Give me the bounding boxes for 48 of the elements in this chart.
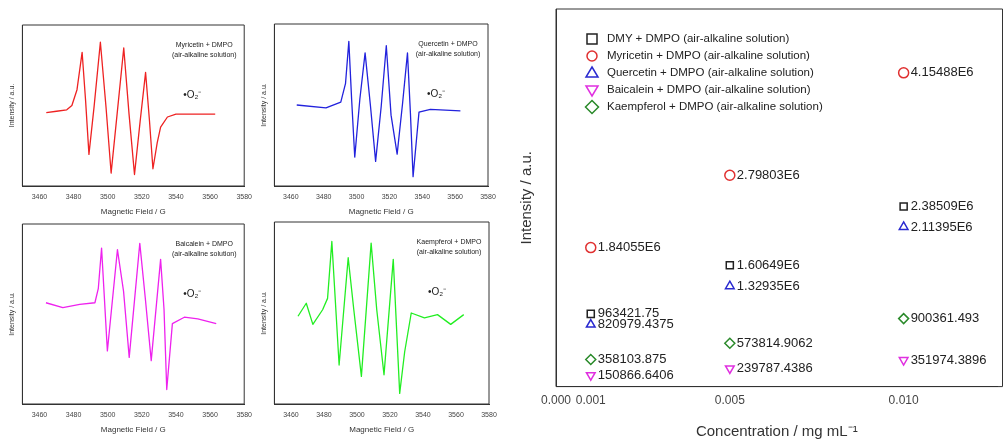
x-tick-label: 0.000 xyxy=(540,393,572,408)
point xyxy=(586,309,596,319)
data-label: 2.11395E6 xyxy=(910,218,973,234)
x-axis-title: Magnetic Field / G xyxy=(349,425,415,435)
legend-label: Myricetin + DMPO (air-alkaline solution) xyxy=(607,49,811,62)
point xyxy=(725,260,735,270)
legend-label: Quercetin + DMPO (air-alkaline solution) xyxy=(607,66,814,79)
data-label: 573814.9062 xyxy=(736,334,813,350)
point xyxy=(724,169,736,182)
x-tick-label: 0.010 xyxy=(888,393,919,408)
legend-label: DMY + DMPO (air-alkaline solution) xyxy=(607,32,790,45)
data-label: 351974.3896 xyxy=(910,351,987,367)
data-label: 820979.4375 xyxy=(597,316,674,332)
x-axis-title: Magnetic Field / G xyxy=(348,207,414,217)
x-tick-label: 0.005 xyxy=(714,393,746,408)
data-label: 1.84055E6 xyxy=(597,239,661,255)
data-label: 1.60649E6 xyxy=(736,256,800,272)
data-label: 2.38509E6 xyxy=(910,198,974,214)
legend-label: Kaempferol + DMPO (air-alkaline solution) xyxy=(607,100,823,113)
data-label: 2.79803E6 xyxy=(736,166,800,182)
point xyxy=(724,365,735,375)
data-label: 4.15488E6 xyxy=(910,64,974,80)
point xyxy=(585,241,597,254)
x-tick-label: 0.001 xyxy=(575,393,607,408)
data-label: 239787.4386 xyxy=(736,360,813,376)
data-label: 900361.493 xyxy=(910,310,980,326)
x-axis-title: Magnetic Field / G xyxy=(100,425,166,435)
point xyxy=(724,337,736,350)
point xyxy=(898,221,909,231)
data-label: 358103.875 xyxy=(597,351,667,367)
point xyxy=(585,318,596,328)
point xyxy=(897,67,910,79)
point xyxy=(898,356,909,366)
point xyxy=(585,353,597,366)
point xyxy=(724,280,735,290)
annotation: •O₂⁻ xyxy=(183,287,203,299)
annotation: •O₂⁻ xyxy=(427,285,448,297)
x-axis-title: Concentration / mg mL⁻¹ xyxy=(695,422,858,440)
point xyxy=(899,202,908,211)
data-label: 150866.6406 xyxy=(597,366,674,382)
data-label: 1.32935E6 xyxy=(736,277,800,293)
point xyxy=(897,312,910,325)
annotation: •O₂⁻ xyxy=(426,87,447,99)
annotation: •O₂⁻ xyxy=(183,88,203,100)
x-axis-title: Magnetic Field / G xyxy=(100,207,166,217)
legend-label: Baicalein + DMPO (air-alkaline solution) xyxy=(607,83,811,96)
y-axis-title: Intensity / a.u. xyxy=(517,151,535,245)
point xyxy=(585,371,596,381)
